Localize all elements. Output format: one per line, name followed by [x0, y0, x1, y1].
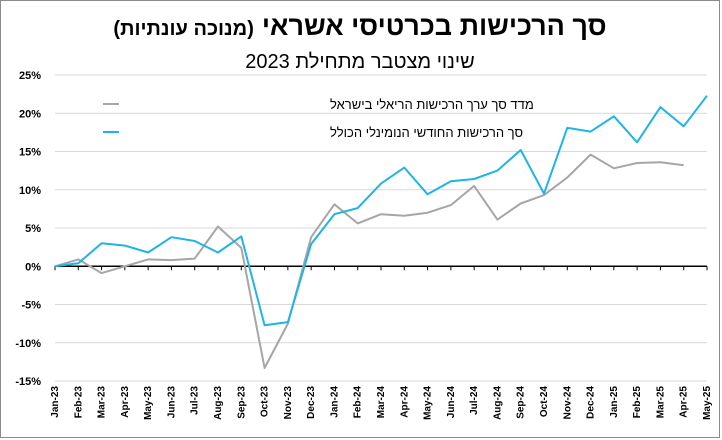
x-tick-label: Nov-23 — [283, 386, 294, 420]
x-tick-label: Jul-24 — [469, 386, 480, 415]
x-tick-label: Feb-23 — [73, 386, 84, 419]
x-tick-label: May-25 — [702, 386, 713, 420]
legend-label-0: מדד סך ערך הרכישות הריאלי בישראל — [330, 97, 534, 112]
x-tick-label: Feb-24 — [353, 386, 364, 419]
x-tick-label: Mar-25 — [655, 386, 666, 419]
series-line-1 — [54, 95, 708, 327]
x-tick-label: Sep-23 — [236, 386, 247, 419]
x-tick-label: Mar-23 — [97, 386, 108, 419]
x-tick-label: Jan-23 — [50, 386, 61, 418]
x-tick-label: Oct-24 — [539, 386, 550, 418]
x-tick-label: Feb-25 — [632, 386, 643, 419]
x-tick-label: Aug-24 — [492, 386, 503, 420]
chart-title-main: סך הרכישות בכרטיסי אשראי — [261, 11, 607, 41]
x-tick-label: Nov-24 — [562, 386, 573, 420]
x-tick-label: Mar-24 — [376, 386, 387, 419]
x-tick-label: Oct-23 — [260, 386, 271, 418]
y-tick-label: 25% — [19, 70, 41, 82]
x-tick-label: Apr-23 — [120, 386, 131, 418]
chart-title: סך הרכישות בכרטיסי אשראי (מנוכה עונתיות) — [1, 11, 719, 42]
x-tick-label: Dec-23 — [306, 386, 317, 419]
y-tick-label: 15% — [19, 147, 41, 159]
chart-subtitle: שינוי מצטבר מתחילת 2023 — [245, 51, 475, 73]
x-tick-label: May-24 — [423, 386, 434, 420]
x-tick-label: Jun-24 — [446, 386, 457, 419]
series-line-0 — [54, 153, 684, 369]
x-tick-label: Aug-23 — [213, 386, 224, 420]
y-tick-label: 20% — [19, 108, 41, 120]
x-tick-label: Apr-25 — [679, 386, 690, 418]
x-tick-label: Sep-24 — [516, 386, 527, 419]
legend-label-1: סך הרכישות החודשי הנומינלי הכולל — [330, 125, 523, 140]
y-tick-label: -5% — [21, 300, 41, 312]
x-tick-label: Apr-24 — [399, 386, 410, 418]
y-tick-label: -10% — [15, 338, 41, 350]
x-tick-label: Jun-23 — [166, 386, 177, 419]
chart-title-note: (מנוכה עונתיות) — [113, 18, 254, 40]
x-tick-label: Dec-24 — [586, 386, 597, 419]
x-tick-label: Jan-24 — [329, 386, 340, 418]
x-tick-label: Jan-25 — [609, 386, 620, 418]
x-tick-label: Jul-23 — [190, 386, 201, 415]
y-tick-label: 0% — [25, 261, 41, 273]
x-tick-label: May-23 — [143, 386, 154, 420]
y-tick-label: 5% — [25, 223, 41, 235]
y-tick-label: -15% — [15, 376, 41, 388]
y-tick-label: 10% — [19, 185, 41, 197]
